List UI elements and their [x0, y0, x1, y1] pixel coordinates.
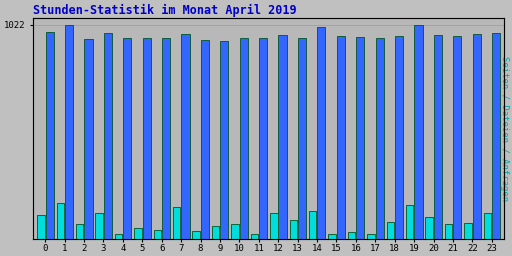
Bar: [445, 223, 452, 239]
Bar: [395, 36, 403, 239]
Bar: [251, 234, 258, 239]
Bar: [212, 226, 219, 239]
Y-axis label: Seiten / Dateien / Anfragen: Seiten / Dateien / Anfragen: [500, 56, 508, 201]
Bar: [434, 35, 442, 239]
Bar: [387, 221, 394, 239]
Bar: [46, 33, 54, 239]
Bar: [181, 34, 189, 239]
Bar: [134, 228, 142, 239]
Bar: [376, 38, 383, 239]
Bar: [142, 38, 151, 239]
Bar: [95, 213, 103, 239]
Bar: [453, 36, 461, 239]
Bar: [298, 38, 306, 239]
Bar: [473, 34, 481, 239]
Bar: [162, 38, 170, 239]
Bar: [193, 231, 200, 239]
Bar: [290, 220, 297, 239]
Bar: [84, 39, 93, 239]
Bar: [317, 27, 326, 239]
Bar: [464, 222, 472, 239]
Bar: [231, 223, 239, 239]
Bar: [201, 40, 209, 239]
Bar: [279, 35, 287, 239]
Bar: [220, 41, 228, 239]
Bar: [492, 33, 500, 239]
Bar: [240, 38, 248, 239]
Bar: [337, 36, 345, 239]
Bar: [406, 205, 413, 239]
Bar: [115, 234, 122, 239]
Bar: [104, 33, 112, 239]
Bar: [356, 37, 365, 239]
Bar: [173, 207, 180, 239]
Bar: [270, 213, 278, 239]
Bar: [309, 211, 316, 239]
Bar: [57, 202, 64, 239]
Bar: [259, 38, 267, 239]
Bar: [414, 25, 422, 239]
Bar: [367, 234, 375, 239]
Bar: [65, 25, 73, 239]
Bar: [484, 213, 491, 239]
Bar: [425, 217, 433, 239]
Bar: [76, 223, 83, 239]
Bar: [123, 38, 132, 239]
Bar: [37, 215, 45, 239]
Bar: [154, 230, 161, 239]
Bar: [348, 232, 355, 239]
Bar: [328, 234, 336, 239]
Text: Stunden-Statistik im Monat April 2019: Stunden-Statistik im Monat April 2019: [33, 4, 296, 17]
